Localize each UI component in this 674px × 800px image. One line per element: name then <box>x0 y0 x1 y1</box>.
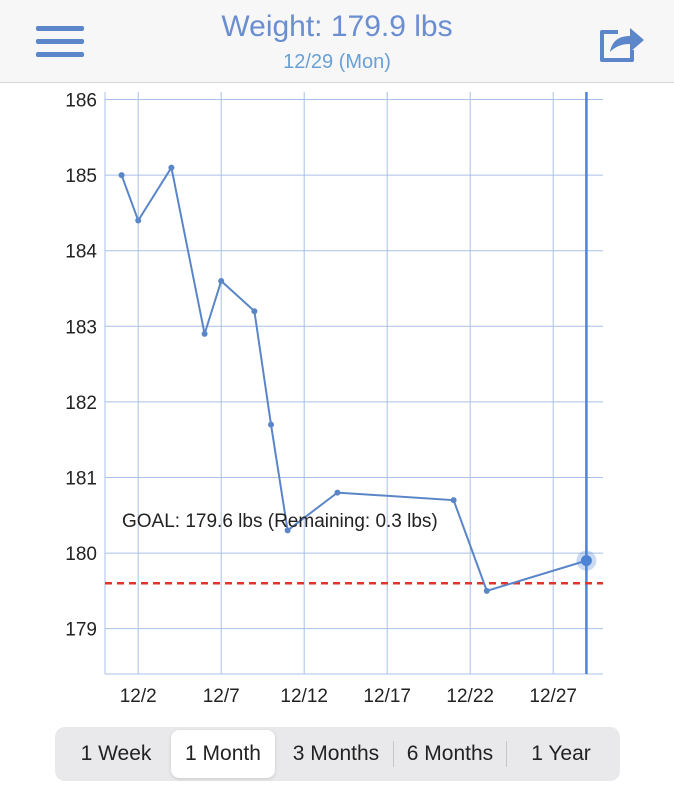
range-1-week[interactable]: 1 Week <box>80 742 152 765</box>
hamburger-menu-icon <box>36 26 84 31</box>
data-point <box>251 308 258 315</box>
share-button[interactable] <box>596 20 646 66</box>
y-tick-label: 184 <box>65 242 97 263</box>
data-point <box>268 421 274 428</box>
x-tick-label: 12/27 <box>529 686 577 707</box>
date-subtitle: 12/29 (Mon) <box>283 51 391 73</box>
data-point <box>483 587 490 594</box>
data-point <box>135 217 142 224</box>
data-point <box>334 489 341 496</box>
x-tick-label: 12/22 <box>446 686 494 707</box>
x-tick-label: 12/12 <box>280 686 328 707</box>
data-point <box>201 330 208 337</box>
data-point <box>118 172 125 179</box>
x-tick-label: 12/17 <box>363 686 411 707</box>
data-point <box>218 277 225 284</box>
y-tick-label: 186 <box>65 91 97 112</box>
y-tick-label: 179 <box>65 620 97 641</box>
share-export-icon <box>600 28 644 62</box>
range-1-year[interactable]: 1 Year <box>531 742 591 765</box>
goal-label: GOAL: 179.6 lbs (Remaining: 0.3 lbs) <box>122 511 438 532</box>
hamburger-menu-icon-line <box>36 52 84 57</box>
y-tick-label: 183 <box>65 317 97 338</box>
segment-divider <box>393 741 394 767</box>
weight-line-chart: 186 185 184 183 182 181 180 179 12/2 12/7 12/12 12/… <box>65 91 603 707</box>
menu-button[interactable] <box>36 24 86 60</box>
range-6-months[interactable]: 6 Months <box>406 742 494 765</box>
selected-point <box>580 555 592 567</box>
weight-chart[interactable]: 186 185 184 183 182 181 180 179 12/2 12/7 12/12 12/… <box>0 84 674 714</box>
x-tick-label: 12/7 <box>203 686 240 707</box>
y-tick-label: 181 <box>65 468 97 489</box>
range-selector: 1 Week 1 Month 3 Months 6 Months 1 Year <box>55 727 620 781</box>
range-3-months[interactable]: 3 Months <box>292 742 380 765</box>
data-point <box>450 497 457 504</box>
y-tick-label: 185 <box>65 166 97 187</box>
weight-series-line <box>120 164 587 593</box>
weight-title: Weight: 179.9 lbs <box>221 10 453 43</box>
range-1-month[interactable]: 1 Month <box>171 730 275 778</box>
header-bar: Weight: 179.9 lbs 12/29 (Mon) <box>0 0 674 83</box>
y-tick-label: 180 <box>65 544 97 565</box>
data-point <box>168 164 175 171</box>
data-point <box>284 527 291 534</box>
y-tick-label: 182 <box>65 393 97 414</box>
x-tick-label: 12/2 <box>120 686 157 707</box>
segment-divider <box>506 741 507 767</box>
hamburger-menu-icon-line <box>36 39 84 44</box>
